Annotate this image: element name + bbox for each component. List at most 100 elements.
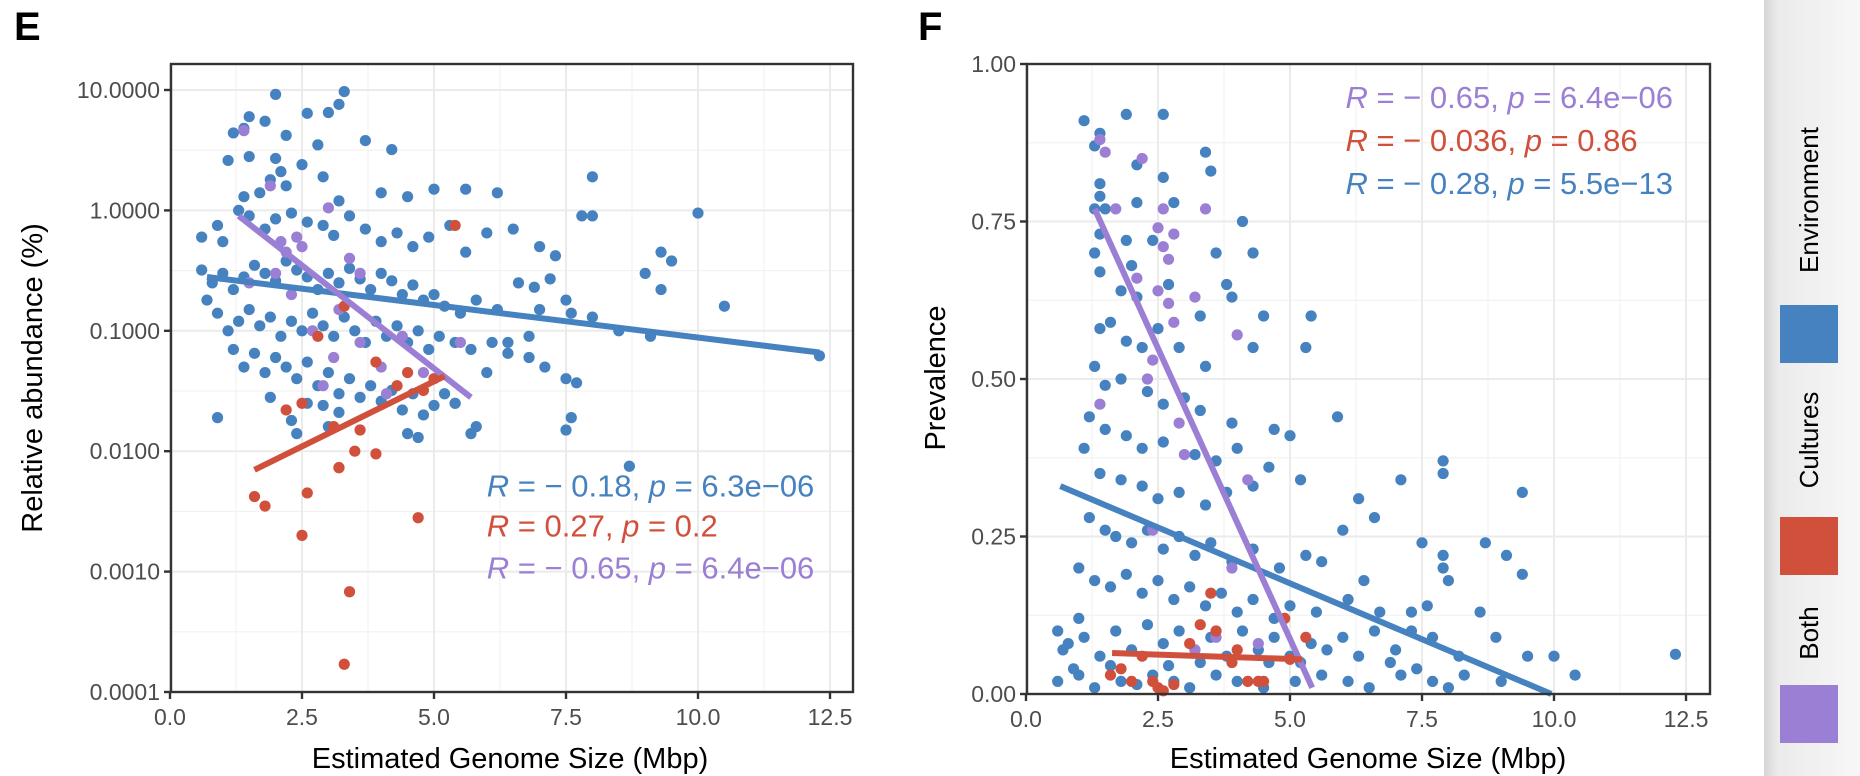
data-point-environment (254, 320, 266, 332)
data-point-environment (1669, 648, 1682, 660)
data-point-both (285, 288, 298, 301)
data-point-environment (1126, 537, 1138, 549)
data-point-environment (465, 343, 477, 356)
fit-line-cultures (1111, 650, 1303, 663)
data-point-environment (1316, 556, 1328, 568)
data-point-cultures (349, 445, 361, 457)
panel-e-axes: 0.0 2.5 5.0 7.5 10.0 12.5 10.0000 1.0000 0.1000 0… (77, 77, 853, 730)
data-point-environment (560, 424, 572, 436)
y-tick-label: 0.00 (971, 681, 1016, 707)
data-point-environment (417, 409, 430, 421)
data-point-both (1157, 203, 1169, 215)
data-point-environment (322, 267, 334, 279)
data-point-environment (238, 191, 250, 203)
data-point-environment (1173, 341, 1185, 354)
data-point-environment (1115, 675, 1127, 688)
data-point-environment (1247, 341, 1259, 354)
data-point-environment (248, 347, 261, 359)
data-point-environment (407, 241, 419, 253)
data-point-environment (1168, 197, 1180, 209)
data-point-environment (1368, 625, 1381, 637)
data-point-environment (1120, 108, 1132, 120)
y-tick-label: 0.0010 (90, 559, 160, 585)
stat-r-symbol: R (487, 550, 509, 585)
data-point-environment (1569, 669, 1581, 681)
data-point-environment (1083, 511, 1095, 524)
data-point-environment (1437, 467, 1449, 480)
data-point-environment (1342, 675, 1354, 688)
data-point-environment (565, 307, 577, 319)
stat-p-value: = 0.2 (639, 509, 717, 544)
x-tick-label: 0.0 (1010, 706, 1042, 732)
data-point-environment (328, 229, 340, 241)
data-point-environment (391, 320, 403, 332)
data-point-environment (285, 207, 298, 219)
data-point-environment (1474, 606, 1486, 618)
data-point-environment (1268, 423, 1280, 435)
stat-p-symbol: p (648, 469, 666, 504)
data-point-environment (259, 115, 271, 127)
panel-f-x-axis-title: Estimated Genome Size (Mbp) (1170, 743, 1566, 775)
data-point-both (1189, 291, 1201, 303)
y-tick-label: 1.0000 (90, 197, 160, 223)
data-point-environment (1157, 543, 1169, 555)
data-point-environment (333, 277, 345, 289)
data-point-environment (1194, 404, 1206, 417)
panel-f-points (1052, 108, 1682, 697)
data-point-environment (1078, 115, 1090, 127)
data-point-environment (586, 311, 599, 323)
data-point-environment (1136, 480, 1148, 492)
data-point-both (1152, 222, 1164, 234)
data-point-environment (512, 277, 525, 289)
data-point-both (1152, 285, 1164, 297)
data-point-environment (280, 361, 292, 373)
data-point-environment (1199, 360, 1212, 372)
data-point-environment (1353, 493, 1365, 505)
data-point-environment (655, 283, 667, 296)
y-tick-label: 0.50 (971, 366, 1016, 392)
data-point-environment (1426, 675, 1439, 688)
panel-f: F R = − 0.65, p = 6.4e−06 R = − 0.036, p … (918, 5, 1712, 775)
data-point-environment (1411, 663, 1423, 675)
data-point-environment (227, 127, 239, 139)
data-point-environment (222, 154, 234, 167)
data-point-environment (1490, 631, 1502, 643)
data-point-environment (233, 315, 245, 327)
data-point-cultures (402, 366, 414, 379)
data-point-environment (333, 406, 345, 419)
data-point-environment (1194, 656, 1206, 669)
data-point-environment (1078, 442, 1090, 454)
data-point-environment (1089, 682, 1101, 694)
data-point-environment (333, 195, 345, 207)
data-point-environment (375, 267, 387, 279)
data-point-cultures (1210, 625, 1222, 637)
data-point-environment (1199, 499, 1212, 511)
x-tick-label: 12.5 (1664, 706, 1709, 732)
data-point-environment (1120, 430, 1132, 442)
data-point-environment (280, 129, 292, 141)
data-point-environment (201, 294, 213, 306)
data-point-both (1157, 241, 1169, 253)
data-point-both (1094, 398, 1106, 410)
data-point-environment (523, 330, 535, 342)
data-point-environment (196, 264, 208, 276)
data-point-environment (1126, 260, 1138, 272)
data-point-cultures (248, 490, 261, 503)
data-point-both (417, 366, 430, 379)
data-point-environment (1205, 165, 1217, 177)
data-point-environment (1157, 398, 1169, 410)
data-point-environment (1231, 442, 1243, 454)
data-point-environment (280, 180, 292, 192)
stat-p-value: = 6.4e−06 (1525, 80, 1673, 115)
data-point-environment (1120, 234, 1132, 246)
panel-e-points (196, 85, 826, 670)
data-point-environment (243, 303, 255, 316)
data-point-environment (1136, 587, 1148, 599)
data-point-environment (1226, 417, 1238, 429)
x-tick-label: 2.5 (1142, 706, 1174, 732)
y-tick-label: 1.00 (971, 51, 1016, 77)
data-point-cultures (1205, 587, 1217, 599)
data-point-environment (1189, 549, 1201, 562)
data-point-environment (460, 246, 472, 258)
data-point-environment (1110, 625, 1122, 637)
